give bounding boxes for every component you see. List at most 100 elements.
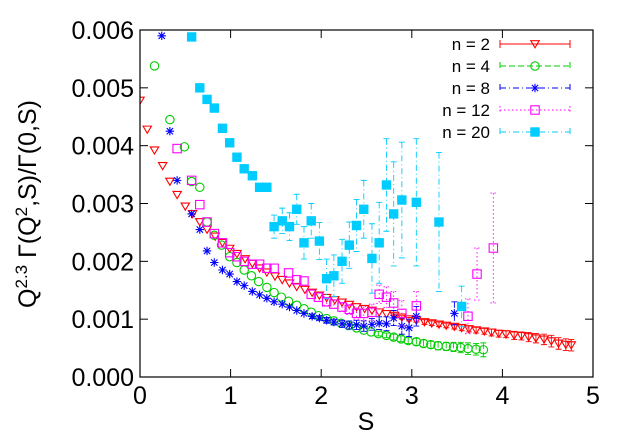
data-point bbox=[209, 103, 219, 113]
data-point bbox=[388, 209, 399, 219]
data-point bbox=[397, 308, 407, 319]
data-point bbox=[209, 228, 220, 239]
data-point bbox=[441, 321, 452, 331]
data-point bbox=[194, 218, 205, 227]
data-point bbox=[352, 320, 361, 330]
y-label-exp-2: 2 bbox=[12, 207, 31, 216]
legend-label: n = 4 bbox=[452, 57, 490, 76]
data-point bbox=[180, 202, 191, 212]
error-bar bbox=[368, 223, 375, 294]
error-bar bbox=[435, 321, 442, 328]
data-point bbox=[232, 152, 242, 162]
x-tick-label: 1 bbox=[224, 382, 238, 410]
y-axis-label: Q2.3 Γ(Q2,S)/Γ(0,S) bbox=[12, 100, 42, 308]
data-point bbox=[441, 341, 451, 352]
data-point bbox=[157, 31, 166, 40]
data-point bbox=[202, 246, 212, 256]
data-point bbox=[488, 243, 499, 253]
data-point bbox=[217, 123, 228, 134]
data-point bbox=[202, 94, 212, 105]
legend-label: n = 12 bbox=[442, 101, 490, 120]
error-bar bbox=[427, 340, 434, 349]
legend-label: n = 20 bbox=[442, 123, 490, 142]
data-point bbox=[284, 279, 295, 289]
data-point bbox=[388, 332, 399, 342]
error-bar bbox=[435, 341, 442, 351]
data-point bbox=[455, 342, 466, 353]
data-point bbox=[344, 240, 354, 250]
series-5 bbox=[186, 32, 467, 328]
series-4 bbox=[172, 143, 499, 335]
y-tick-label: 0.003 bbox=[71, 191, 134, 219]
data-point bbox=[314, 291, 325, 301]
error-bar bbox=[480, 342, 487, 358]
data-point bbox=[202, 217, 212, 227]
legend-marker bbox=[530, 105, 540, 115]
data-point bbox=[463, 311, 473, 322]
data-point bbox=[315, 313, 324, 323]
data-point bbox=[231, 249, 243, 259]
error-bar bbox=[413, 138, 420, 267]
data-point bbox=[165, 127, 175, 136]
data-point bbox=[210, 258, 219, 267]
data-point bbox=[374, 238, 384, 248]
data-point bbox=[381, 180, 392, 190]
error-bar bbox=[383, 332, 390, 339]
data-point bbox=[397, 195, 407, 205]
x-tick-label: 3 bbox=[405, 382, 419, 410]
data-point bbox=[479, 327, 490, 337]
data-point bbox=[262, 282, 272, 293]
legend-line bbox=[499, 106, 571, 114]
error-bar bbox=[330, 254, 337, 298]
data-point bbox=[486, 328, 497, 338]
data-point bbox=[291, 282, 302, 292]
data-point bbox=[374, 319, 384, 328]
y-tick-label: 0.006 bbox=[71, 17, 134, 45]
data-point bbox=[172, 176, 182, 185]
error-bar bbox=[390, 333, 397, 341]
y-label-exp-1: 2.3 bbox=[12, 265, 31, 289]
data-point bbox=[262, 263, 272, 274]
data-point bbox=[450, 309, 459, 318]
data-point bbox=[142, 125, 153, 135]
y-tick-label: 0.001 bbox=[71, 306, 134, 334]
error-bar bbox=[360, 305, 367, 321]
data-point bbox=[218, 265, 227, 275]
error-bar bbox=[428, 320, 435, 326]
data-point bbox=[224, 138, 235, 148]
data-point bbox=[329, 317, 339, 327]
error-bar bbox=[346, 303, 353, 315]
data-point bbox=[493, 329, 504, 339]
data-point bbox=[186, 175, 197, 186]
data-point bbox=[456, 301, 467, 312]
data-point bbox=[217, 238, 228, 248]
data-point bbox=[530, 334, 542, 344]
data-point bbox=[397, 321, 407, 331]
y-label-part-rest: ,S)/Γ(0,S) bbox=[14, 100, 42, 207]
data-point bbox=[560, 340, 571, 350]
data-point bbox=[337, 256, 347, 267]
data-point bbox=[411, 197, 422, 208]
y-label-part-gamma: Γ(Q bbox=[14, 216, 42, 265]
data-point bbox=[195, 225, 204, 234]
x-axis-label: S bbox=[358, 408, 375, 436]
x-tick-label: 5 bbox=[586, 382, 600, 410]
error-bar bbox=[405, 337, 412, 344]
data-point bbox=[478, 345, 489, 355]
error-bar bbox=[420, 339, 427, 348]
data-point bbox=[291, 275, 302, 285]
data-point bbox=[418, 338, 429, 349]
data-point bbox=[366, 306, 378, 316]
data-point bbox=[359, 204, 369, 214]
plot-frame bbox=[139, 29, 594, 378]
legend-marker bbox=[530, 61, 540, 71]
data-point bbox=[351, 220, 362, 231]
error-bar bbox=[413, 290, 420, 321]
data-point bbox=[299, 238, 309, 248]
data-point bbox=[366, 327, 376, 337]
y-tick-label: 0.000 bbox=[71, 364, 134, 392]
data-point bbox=[202, 217, 212, 227]
data-point bbox=[239, 255, 251, 264]
series-layer bbox=[140, 31, 577, 358]
